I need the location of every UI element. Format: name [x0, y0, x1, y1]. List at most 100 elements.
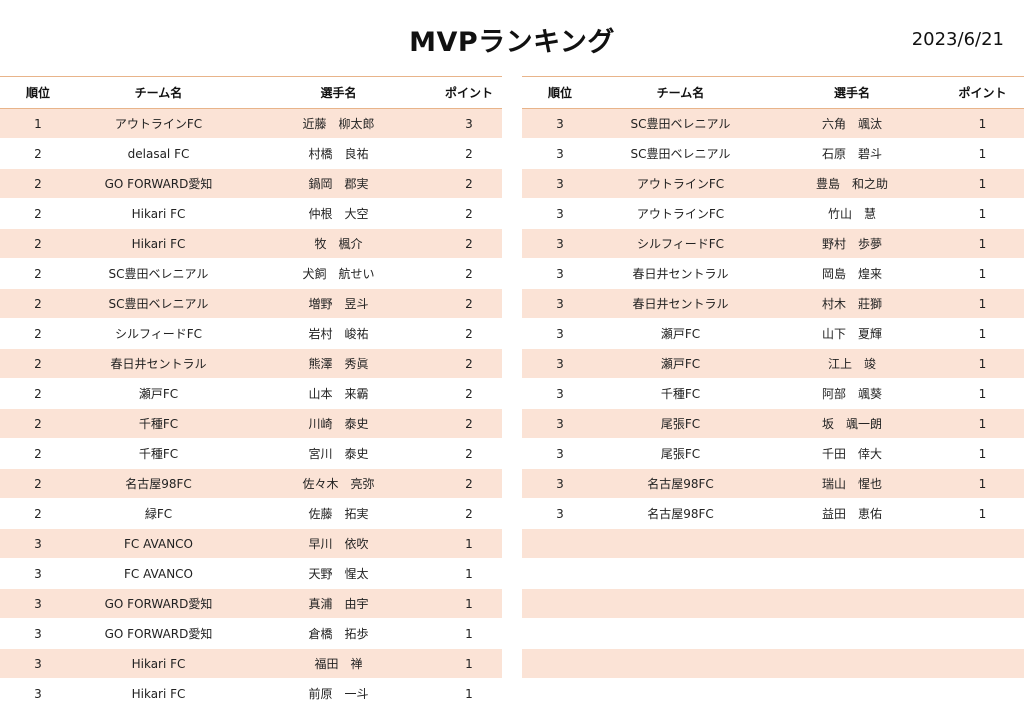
rank-cell: 2: [0, 318, 76, 349]
team-cell: GO FORWARD愛知: [76, 588, 241, 619]
table-row: 3 名古屋98FC 益田 恵佑 1: [522, 498, 1024, 529]
rank-cell: 3: [0, 648, 76, 679]
player-cell: 佐々木 亮弥: [241, 468, 436, 499]
rank-cell: 2: [0, 288, 76, 319]
rank-cell: 3: [522, 318, 598, 349]
player-cell: 宮川 泰史: [241, 438, 436, 469]
rank-cell: 2: [0, 258, 76, 289]
points-cell: 1: [941, 228, 1024, 259]
points-cell: 2: [436, 318, 502, 349]
points-cell: 2: [436, 468, 502, 499]
points-cell: 2: [436, 348, 502, 379]
team-cell: アウトラインFC: [76, 108, 241, 139]
rank-cell: 3: [522, 198, 598, 229]
team-cell: アウトラインFC: [598, 198, 763, 229]
team-cell: シルフィードFC: [76, 318, 241, 349]
rank-cell: 3: [0, 558, 76, 589]
rank-cell: 3: [522, 438, 598, 469]
rank-cell: 2: [0, 468, 76, 499]
table-row: 3 SC豊田ベレニアル 六角 颯汰 1: [522, 108, 1024, 139]
team-cell: SC豊田ベレニアル: [598, 138, 763, 169]
table-header-row: 順位 チーム名 選手名 ポイント: [0, 76, 502, 109]
table-row: 3 瀬戸FC 山下 夏輝 1: [522, 318, 1024, 349]
table-row: 2 Hikari FC 仲根 大空 2: [0, 198, 502, 229]
rank-cell: 3: [522, 378, 598, 409]
rank-cell: 3: [522, 108, 598, 139]
table-row: 2 シルフィードFC 岩村 峻祐 2: [0, 318, 502, 349]
player-cell: 江上 竣: [763, 348, 941, 379]
table-row: 3 尾張FC 千田 倖大 1: [522, 438, 1024, 469]
player-cell: 山下 夏輝: [763, 318, 941, 349]
header-points: ポイント: [436, 76, 502, 109]
points-cell: 1: [941, 198, 1024, 229]
header-rank: 順位: [522, 76, 598, 109]
player-cell: 村橋 良祐: [241, 138, 436, 169]
team-cell: FC AVANCO: [76, 558, 241, 589]
player-cell: 熊澤 秀眞: [241, 348, 436, 379]
rank-cell: 2: [0, 168, 76, 199]
player-cell: 石原 碧斗: [763, 138, 941, 169]
table-row: 3 春日井セントラル 岡島 煌来 1: [522, 258, 1024, 289]
points-cell: 1: [436, 558, 502, 589]
points-cell: [941, 558, 1024, 589]
table-row: 3 千種FC 阿部 颯葵 1: [522, 378, 1024, 409]
team-cell: 千種FC: [76, 438, 241, 469]
table-row: 2 千種FC 宮川 泰史 2: [0, 438, 502, 469]
player-cell: 益田 恵佑: [763, 498, 941, 529]
team-cell: Hikari FC: [76, 228, 241, 259]
player-cell: 六角 颯汰: [763, 108, 941, 139]
rank-cell: [522, 678, 598, 709]
table-row: [522, 618, 1024, 649]
points-cell: 2: [436, 168, 502, 199]
rank-cell: 2: [0, 438, 76, 469]
team-cell: delasal FC: [76, 138, 241, 169]
points-cell: 2: [436, 138, 502, 169]
player-cell: [763, 618, 941, 649]
player-cell: [763, 648, 941, 679]
rank-cell: 3: [0, 678, 76, 709]
table-row: 3 GO FORWARD愛知 倉橋 拓歩 1: [0, 618, 502, 649]
player-cell: 瑞山 惺也: [763, 468, 941, 499]
table-row: [522, 648, 1024, 679]
rank-cell: 2: [0, 498, 76, 529]
rank-cell: [522, 588, 598, 619]
team-cell: 春日井セントラル: [598, 258, 763, 289]
player-cell: 牧 楓介: [241, 228, 436, 259]
points-cell: 1: [941, 468, 1024, 499]
player-cell: [763, 678, 941, 709]
team-cell: GO FORWARD愛知: [76, 618, 241, 649]
table-row: [522, 588, 1024, 619]
team-cell: Hikari FC: [76, 648, 241, 679]
rank-cell: 3: [522, 168, 598, 199]
team-cell: 瀬戸FC: [598, 318, 763, 349]
points-cell: 2: [436, 228, 502, 259]
rank-cell: 3: [522, 258, 598, 289]
table-row: 2 GO FORWARD愛知 鍋岡 郡実 2: [0, 168, 502, 199]
player-cell: 竹山 慧: [763, 198, 941, 229]
team-cell: [598, 558, 763, 589]
team-cell: 千種FC: [598, 378, 763, 409]
table-row: 2 SC豊田ベレニアル 増野 昱斗 2: [0, 288, 502, 319]
rank-cell: 3: [0, 618, 76, 649]
rank-cell: [522, 618, 598, 649]
rank-cell: 3: [522, 228, 598, 259]
table-row: 2 緑FC 佐藤 拓実 2: [0, 498, 502, 529]
rank-cell: 2: [0, 378, 76, 409]
player-cell: 犬飼 航せい: [241, 258, 436, 289]
table-row: 1 アウトラインFC 近藤 柳太郎 3: [0, 108, 502, 139]
team-cell: Hikari FC: [76, 198, 241, 229]
team-cell: 名古屋98FC: [598, 468, 763, 499]
player-cell: [763, 588, 941, 619]
table-row: 2 春日井セントラル 熊澤 秀眞 2: [0, 348, 502, 379]
team-cell: GO FORWARD愛知: [76, 168, 241, 199]
points-cell: 2: [436, 498, 502, 529]
table-header-row: 順位 チーム名 選手名 ポイント: [522, 76, 1024, 109]
rank-cell: 3: [522, 498, 598, 529]
points-cell: [941, 648, 1024, 679]
points-cell: 1: [436, 528, 502, 559]
report-date: 2023/6/21: [911, 29, 1004, 50]
table-row: 3 GO FORWARD愛知 真浦 由宇 1: [0, 588, 502, 619]
player-cell: 坂 颯一朗: [763, 408, 941, 439]
points-cell: 1: [941, 408, 1024, 439]
team-cell: FC AVANCO: [76, 528, 241, 559]
